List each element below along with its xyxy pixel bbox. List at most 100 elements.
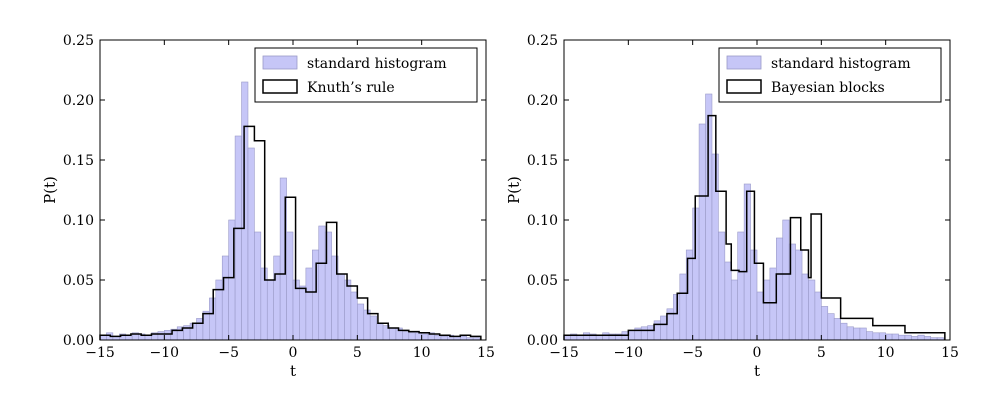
hist-bar-2-25 (718, 231, 726, 341)
legend-swatch-filled (262, 55, 298, 70)
x-tick-label: 15 (477, 345, 495, 361)
hist-bar-2-49 (872, 332, 880, 341)
hist-bar-2-47 (859, 327, 867, 341)
hist-bar-2-33 (769, 267, 777, 341)
series-1 (563, 93, 944, 341)
x-tick-label: −10 (150, 345, 180, 361)
hist-bar-2-14 (647, 325, 655, 341)
hist-bar-2-34 (775, 237, 784, 341)
chart-panel-2: −15 −10 −5 0 5 10 15 0.00 0.05 0.10 0.15 0.20 0.25 t P… (505, 33, 959, 380)
hist-bar-2-45 (846, 326, 854, 341)
legend: standard histogram Knuth’s rule (254, 47, 478, 103)
x-tick-label: 15 (941, 345, 959, 361)
hist-bar-1-35 (318, 225, 326, 341)
hist-bar-1-48 (402, 331, 410, 341)
hist-bar-2-13 (640, 326, 648, 341)
hist-bar-2-54 (904, 334, 912, 341)
hist-bar-2-11 (628, 330, 636, 341)
hist-bar-2-42 (827, 313, 835, 341)
y-tick-label: 0.00 (63, 333, 94, 349)
y-tick-label: 0.25 (527, 33, 558, 49)
hist-bar-2-55 (911, 336, 919, 341)
hist-bar-2-53 (898, 334, 906, 341)
legend-label: standard histogram (771, 56, 911, 72)
hist-bar-2-44 (840, 322, 848, 341)
x-tick-label: −5 (682, 345, 703, 361)
x-tick-label: −15 (85, 345, 115, 361)
hist-bar-2-39 (808, 279, 816, 341)
series-2 (99, 125, 482, 340)
hist-bar-1-11 (164, 330, 172, 341)
hist-bar-2-22 (698, 123, 706, 341)
hist-bar-2-43 (833, 318, 841, 341)
step-line-2 (563, 114, 946, 340)
hist-bar-1-40 (350, 291, 358, 341)
y-axis-label: P(t) (505, 176, 523, 204)
hist-bar-1-22 (234, 135, 242, 341)
series-2 (563, 114, 946, 340)
hist-bar-1-39 (344, 279, 352, 341)
x-tick-label: −10 (614, 345, 644, 361)
hist-bar-2-19 (679, 273, 687, 341)
hist-bar-1-41 (357, 303, 365, 341)
legend-label: standard histogram (307, 56, 447, 72)
y-tick-label: 0.15 (527, 153, 558, 169)
y-tick-label: 0.20 (63, 93, 94, 109)
x-tick-label: 5 (817, 345, 826, 361)
hist-bar-1-46 (389, 327, 397, 341)
y-tick-label: 0.15 (63, 153, 94, 169)
hist-bar-1-51 (421, 333, 429, 341)
chart-panel-1: −15 −10 −5 0 5 10 15 0.00 0.05 0.10 0.15 0.20 0.25 t P… (41, 33, 495, 380)
y-tick-label: 0.10 (527, 213, 558, 229)
hist-bar-1-16 (196, 318, 204, 341)
hist-bar-2-35 (782, 219, 790, 341)
hist-bar-1-54 (440, 336, 448, 341)
legend-label: Bayesian blocks (771, 80, 885, 96)
x-tick-label: −5 (218, 345, 239, 361)
hist-bar-1-57 (459, 336, 467, 341)
hist-bar-2-40 (814, 291, 822, 341)
hist-bar-2-41 (821, 306, 829, 341)
legend-label: Knuth’s rule (307, 80, 395, 96)
hist-bar-1-43 (369, 315, 377, 341)
hist-bar-1-38 (337, 273, 345, 341)
hist-bar-1-10 (157, 331, 165, 341)
hist-bar-1-50 (414, 332, 422, 341)
hist-bar-2-16 (660, 315, 668, 341)
hist-bar-1-24 (247, 147, 255, 341)
hist-bar-2-56 (917, 334, 925, 341)
y-tick-label: 0.00 (527, 333, 558, 349)
hist-bar-1-25 (254, 231, 262, 341)
hist-bar-1-32 (299, 285, 307, 341)
hist-bar-2-50 (878, 332, 886, 341)
x-tick-label: 10 (413, 345, 431, 361)
y-tick-label: 0.05 (63, 273, 94, 289)
hist-bar-1-44 (376, 322, 384, 341)
hist-bar-2-27 (730, 279, 738, 341)
x-tick-label: 5 (353, 345, 362, 361)
hist-bar-2-32 (763, 279, 771, 341)
hist-bar-2-7 (602, 332, 610, 341)
y-axis-label: P(t) (41, 176, 59, 204)
hist-bar-2-57 (923, 336, 931, 341)
y-tick-label: 0.25 (63, 33, 94, 49)
hist-bar-1-42 (363, 309, 371, 341)
x-tick-label: 10 (877, 345, 895, 361)
hist-bar-2-52 (891, 333, 899, 341)
hist-bar-2-4 (582, 332, 591, 341)
x-tick-label: −15 (549, 345, 579, 361)
legend-swatch-line (726, 79, 762, 94)
hist-bar-1-30 (286, 231, 294, 341)
hist-bar-1-33 (305, 267, 313, 341)
hist-bar-2-37 (795, 249, 803, 341)
hist-bar-2-46 (853, 327, 861, 341)
hist-bar-1-49 (408, 332, 416, 341)
legend: standard histogram Bayesian blocks (718, 47, 942, 103)
hist-bar-1-17 (202, 310, 210, 341)
step-line-1 (99, 125, 482, 340)
y-tick-label: 0.20 (527, 93, 558, 109)
hist-bar-2-26 (724, 261, 732, 341)
hist-bar-2-38 (801, 273, 809, 341)
hist-bar-2-48 (866, 331, 874, 341)
